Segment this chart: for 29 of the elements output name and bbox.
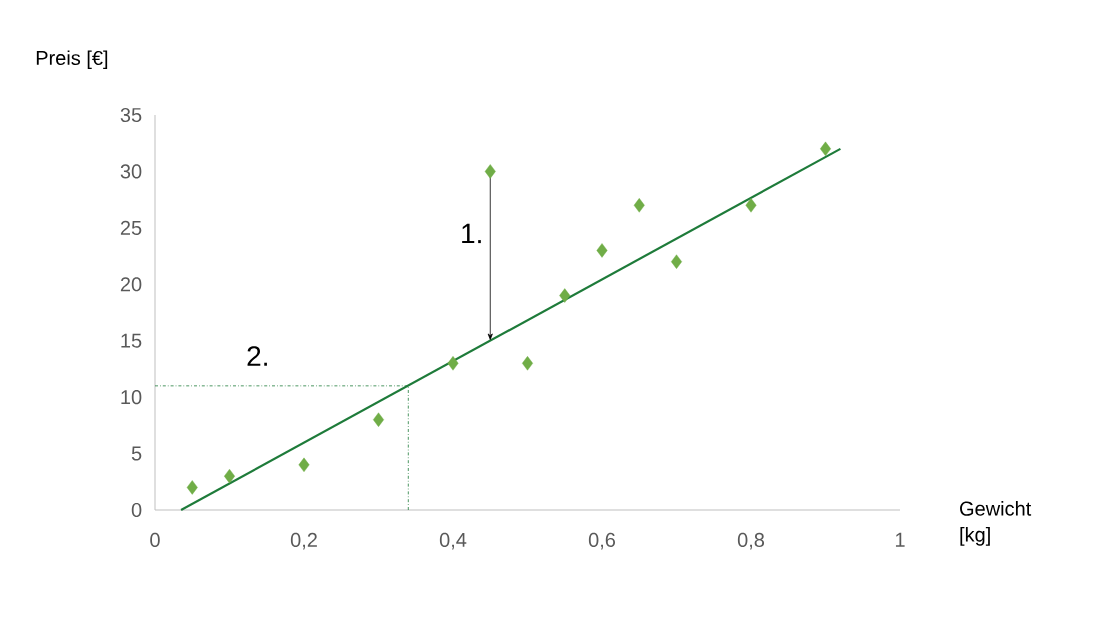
y-tick-label: 25 xyxy=(120,220,142,235)
x-axis-title: Gewicht [kg] xyxy=(960,501,1032,546)
point xyxy=(484,164,496,179)
y-tick-label: 0 xyxy=(131,502,142,518)
y-tick-label: 15 xyxy=(121,333,142,348)
point xyxy=(522,356,533,371)
x-tick-label: 0,8 xyxy=(737,532,765,550)
y-tick-label: 10 xyxy=(121,390,142,405)
x-tick-label: 0,2 xyxy=(290,532,317,550)
x-tick-label: 0 xyxy=(150,532,160,548)
annotation: 1. xyxy=(462,223,481,244)
point xyxy=(447,356,459,371)
point xyxy=(633,198,645,213)
point xyxy=(186,480,198,495)
y-tick-label: 30 xyxy=(120,164,142,179)
point xyxy=(298,457,310,473)
y-tick-label: 20 xyxy=(120,277,142,292)
point xyxy=(671,254,682,269)
x-tick-label: 1 xyxy=(895,532,905,547)
annotation: 2. xyxy=(247,346,267,366)
y-tick-label: 5 xyxy=(131,446,142,461)
point xyxy=(596,243,608,258)
x-tick-label: 0,4 xyxy=(439,532,467,550)
point xyxy=(373,412,384,427)
point xyxy=(559,288,571,303)
point xyxy=(745,198,757,213)
x-tick-label: 0,6 xyxy=(588,532,616,550)
y-tick-label: 35 xyxy=(120,107,142,123)
y-axis-title: Preis [€] xyxy=(36,50,108,70)
